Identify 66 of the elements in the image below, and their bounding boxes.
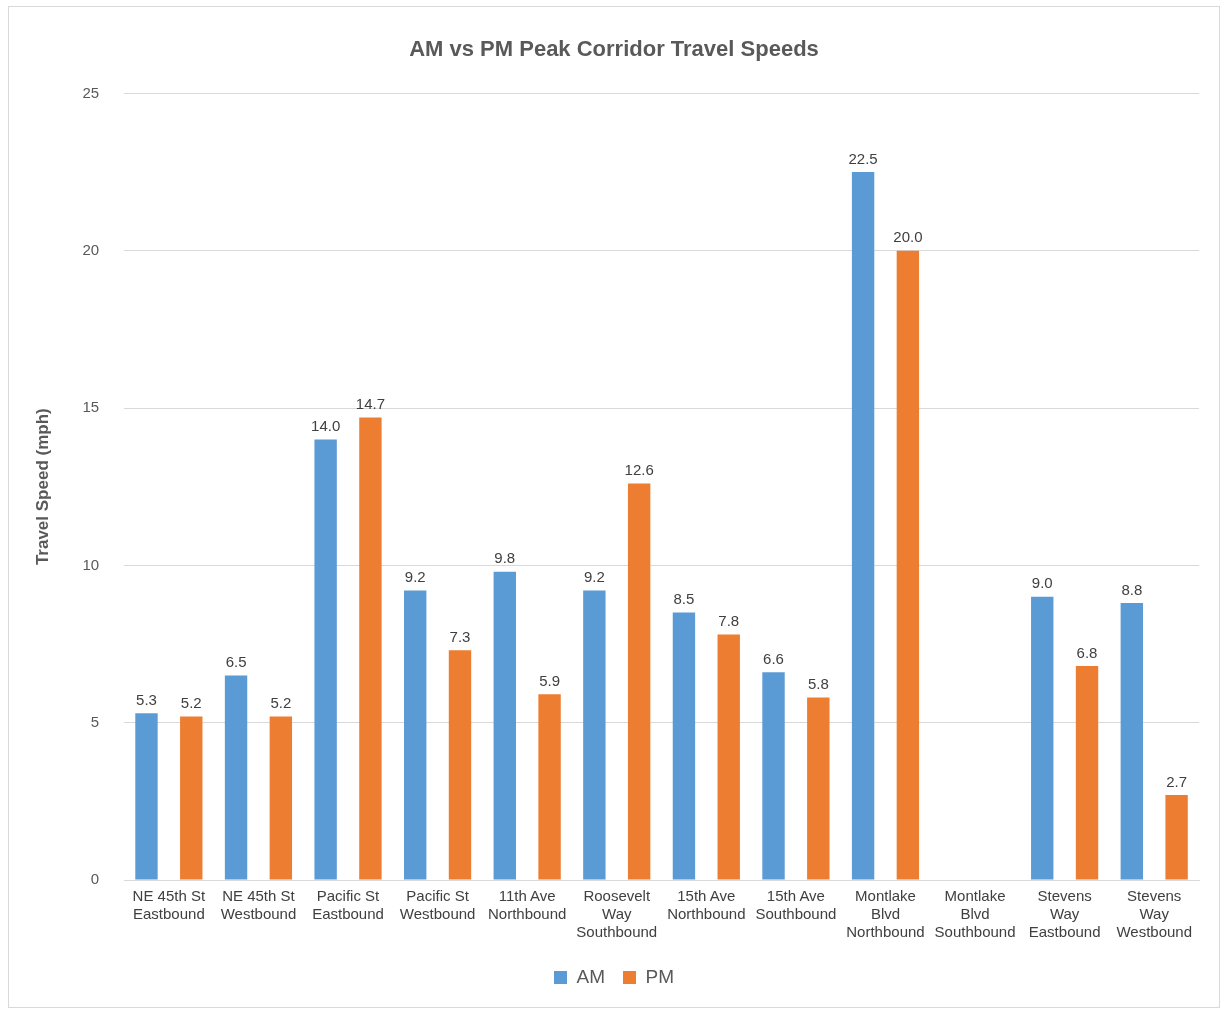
bar xyxy=(762,672,785,880)
data-label: 9.2 xyxy=(583,568,605,586)
legend-label: AM xyxy=(576,965,605,987)
x-tick-label: Pacific St Eastbound xyxy=(312,887,384,923)
bar xyxy=(672,612,696,880)
data-label: 5.2 xyxy=(270,694,292,712)
bar xyxy=(717,634,740,880)
bar xyxy=(448,650,472,880)
data-label: 6.5 xyxy=(225,653,247,671)
bar xyxy=(1165,795,1188,880)
x-tick-label: Pacific St Westbound xyxy=(399,887,476,923)
bar xyxy=(493,571,516,880)
bar xyxy=(627,483,651,880)
data-label: 14.7 xyxy=(355,395,386,413)
bar xyxy=(583,590,606,880)
y-tick-label: 25 xyxy=(82,83,100,101)
x-tick-label: 15th Ave Southbound xyxy=(755,887,837,923)
data-label: 8.5 xyxy=(673,590,695,608)
data-label: 7.3 xyxy=(449,627,471,645)
x-tick-label: 15th Ave Northbound xyxy=(667,887,746,923)
y-tick-label: 0 xyxy=(90,870,100,888)
bar xyxy=(269,716,293,880)
data-label: 9.8 xyxy=(494,549,516,567)
data-label: 5.9 xyxy=(539,672,560,689)
data-label: 6.8 xyxy=(1076,643,1098,661)
data-label: 2.7 xyxy=(1166,772,1188,790)
data-label: 6.6 xyxy=(763,649,784,667)
x-tick-label: Roosevelt Way Southbound xyxy=(576,887,658,941)
x-tick-label: NE 45th St Westbound xyxy=(220,887,297,923)
y-tick-label: 5 xyxy=(90,712,100,730)
bar xyxy=(896,250,920,880)
y-axis-title: Travel Speed (mph) xyxy=(32,408,52,566)
bar xyxy=(538,694,561,880)
data-label: 8.8 xyxy=(1121,580,1143,598)
legend-label: PM xyxy=(645,965,674,987)
bar xyxy=(314,439,337,880)
x-tick-label: 11th Ave Northbound xyxy=(487,887,567,923)
x-tick-label: Stevens Way Westbound xyxy=(1116,887,1193,941)
bar xyxy=(1075,666,1099,880)
data-label: 5.8 xyxy=(807,675,829,693)
bar xyxy=(1031,596,1054,880)
data-label: 22.5 xyxy=(848,149,878,167)
bar xyxy=(1120,603,1144,880)
y-tick-label: 20 xyxy=(82,240,100,258)
x-tick-label: Montlake Blvd Southbound xyxy=(934,887,1016,941)
x-tick-label: Montlake Blvd Northbound xyxy=(846,887,925,941)
y-tick-label: 10 xyxy=(82,555,100,573)
bar xyxy=(224,675,248,880)
data-label: 14.0 xyxy=(311,417,341,435)
bar xyxy=(180,716,203,880)
data-label: 5.2 xyxy=(180,694,202,712)
data-label: 9.0 xyxy=(1031,574,1053,592)
x-tick-label: NE 45th St Eastbound xyxy=(132,887,206,923)
data-label: 20.0 xyxy=(893,228,923,246)
bar xyxy=(851,172,875,880)
chart-title: AM vs PM Peak Corridor Travel Speeds xyxy=(409,36,819,62)
data-label: 5.3 xyxy=(136,690,157,708)
bar xyxy=(404,590,427,880)
bar xyxy=(807,697,830,880)
data-label: 9.2 xyxy=(404,568,426,586)
bar xyxy=(135,713,158,880)
data-label: 7.8 xyxy=(718,612,740,630)
y-tick-label: 15 xyxy=(82,398,100,416)
bar xyxy=(359,417,382,880)
x-tick-label: Stevens Way Eastbound xyxy=(1028,887,1101,941)
data-label: 12.6 xyxy=(624,461,654,479)
